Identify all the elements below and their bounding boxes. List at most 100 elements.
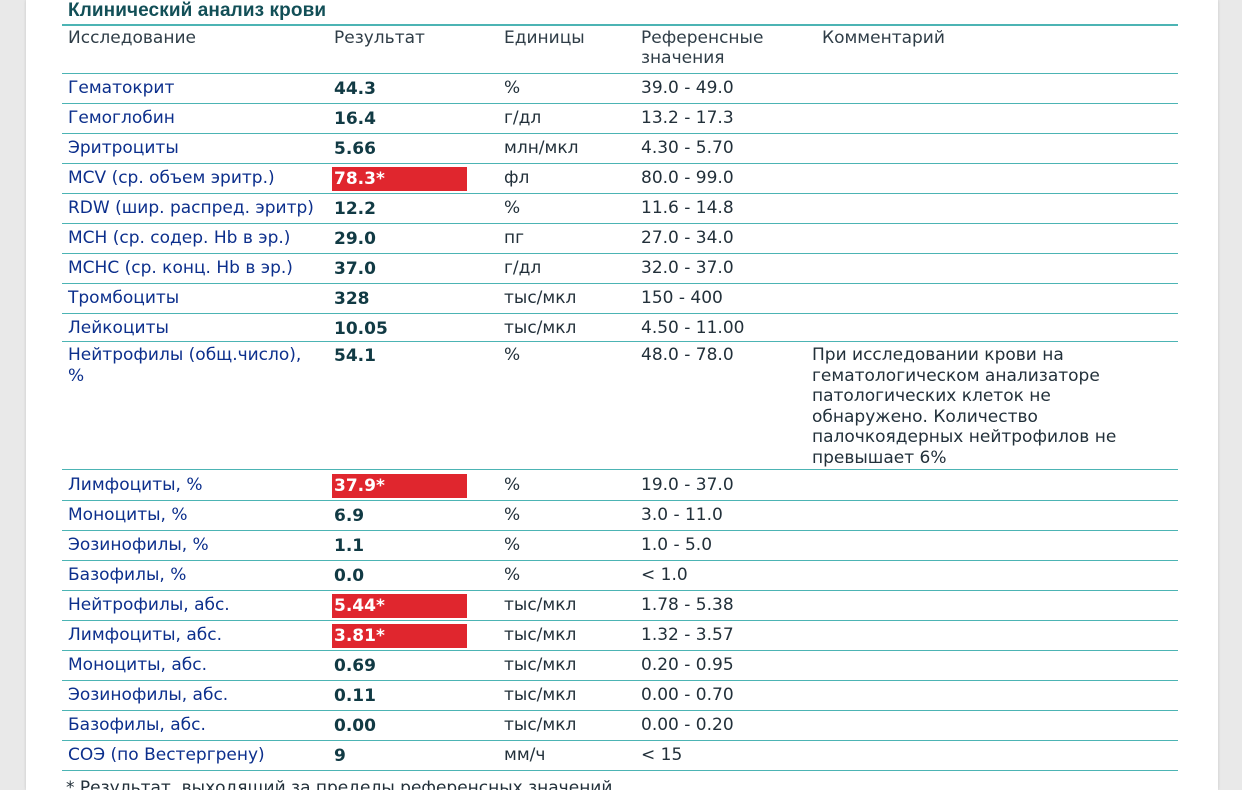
result-value: 0.0	[334, 566, 365, 586]
header-comment: Комментарий	[822, 28, 945, 48]
result-value: 54.1	[334, 346, 376, 366]
result-value: 5.66	[334, 139, 376, 159]
units: тыс/мкл	[504, 625, 577, 645]
row-divider	[62, 283, 1178, 284]
reference-range: 1.32 - 3.57	[641, 625, 734, 645]
result-value: 10.05	[334, 319, 388, 339]
row-divider	[62, 133, 1178, 134]
result-value: 12.2	[334, 199, 376, 219]
units: %	[504, 475, 521, 495]
units: %	[504, 198, 521, 218]
result-value: 0.00	[334, 716, 376, 736]
result-value: 1.1	[334, 536, 365, 556]
test-name: MCV (ср. объем эритр.)	[68, 168, 275, 188]
test-name: Нейтрофилы (общ.число),	[68, 345, 302, 365]
out-of-range-highlight	[332, 594, 467, 618]
test-name: Эозинофилы, абс.	[68, 685, 229, 705]
units: %	[504, 565, 521, 585]
result-value: 5.44*	[334, 596, 385, 616]
result-value: 9	[334, 746, 346, 766]
test-name: Моноциты, %	[68, 505, 188, 525]
units: фл	[504, 168, 530, 188]
test-name: Эозинофилы, %	[68, 535, 209, 555]
reference-range: 1.0 - 5.0	[641, 535, 713, 555]
row-divider	[62, 341, 1178, 342]
units: %	[504, 535, 521, 555]
row-divider	[62, 740, 1178, 741]
test-name: Лейкоциты	[68, 318, 169, 338]
out-of-range-highlight	[332, 474, 467, 498]
reference-range: 4.50 - 11.00	[641, 318, 745, 338]
test-name: СОЭ (по Вестергрену)	[68, 745, 265, 765]
out-of-range-highlight	[332, 167, 467, 191]
row-divider	[62, 710, 1178, 711]
units: тыс/мкл	[504, 318, 577, 338]
test-name: Лимфоциты, %	[68, 475, 203, 495]
reference-range: 0.00 - 0.70	[641, 685, 734, 705]
row-divider	[62, 193, 1178, 194]
row-divider	[62, 313, 1178, 314]
row-divider	[62, 650, 1178, 651]
test-name: Моноциты, абс.	[68, 655, 207, 675]
row-divider	[62, 590, 1178, 591]
test-name: Гематокрит	[68, 78, 175, 98]
units: г/дл	[504, 258, 542, 278]
reference-range: < 1.0	[641, 565, 688, 585]
row-divider	[62, 530, 1178, 531]
report-title: Клинический анализ крови	[68, 0, 327, 21]
reference-range: 32.0 - 37.0	[641, 258, 734, 278]
units: тыс/мкл	[504, 655, 577, 675]
test-name: MCHC (ср. конц. Hb в эр.)	[68, 258, 293, 278]
units: тыс/мкл	[504, 715, 577, 735]
header-reference-1: Референсные	[641, 28, 764, 48]
header-reference-2: значения	[641, 48, 725, 68]
test-name: Гемоглобин	[68, 108, 175, 128]
result-value: 78.3*	[334, 169, 385, 189]
reference-range: 80.0 - 99.0	[641, 168, 734, 188]
comment-line: обнаружено. Количество	[812, 406, 1038, 427]
reference-range: 0.20 - 0.95	[641, 655, 734, 675]
units: пг	[504, 228, 525, 248]
units: %	[504, 78, 521, 98]
row-divider	[62, 680, 1178, 681]
units: тыс/мкл	[504, 288, 577, 308]
row-divider	[62, 73, 1178, 74]
test-name-cont: %	[68, 366, 85, 386]
result-value: 0.11	[334, 686, 376, 706]
test-name: Лимфоциты, абс.	[68, 625, 222, 645]
reference-range: 150 - 400	[641, 288, 723, 308]
result-value: 44.3	[334, 79, 376, 99]
reference-range: 3.0 - 11.0	[641, 505, 723, 525]
units: мм/ч	[504, 745, 546, 765]
units: г/дл	[504, 108, 542, 128]
result-value: 328	[334, 289, 370, 309]
result-value: 3.81*	[334, 626, 385, 646]
reference-range: < 15	[641, 745, 683, 765]
row-divider	[62, 560, 1178, 561]
comment-line: палочкоядерных нейтрофилов не	[812, 427, 1117, 447]
result-value: 16.4	[334, 109, 376, 129]
reference-range: 0.00 - 0.20	[641, 715, 734, 735]
test-name: Нейтрофилы, абс.	[68, 595, 230, 615]
reference-range: 39.0 - 49.0	[641, 78, 734, 98]
test-name: RDW (шир. распред. эритр)	[68, 198, 314, 218]
row-divider	[62, 163, 1178, 164]
units: %	[504, 345, 521, 365]
result-value: 0.69	[334, 656, 376, 676]
header-test: Исследование	[68, 28, 196, 48]
row-divider	[62, 620, 1178, 621]
test-name: Базофилы, абс.	[68, 715, 206, 735]
reference-range: 19.0 - 37.0	[641, 475, 734, 495]
reference-range: 13.2 - 17.3	[641, 108, 734, 128]
result-value: 37.9*	[334, 476, 385, 496]
reference-range: 1.78 - 5.38	[641, 595, 734, 615]
row-divider	[62, 469, 1178, 470]
test-name: Эритроциты	[68, 138, 179, 158]
row-divider	[62, 253, 1178, 254]
result-value: 29.0	[334, 229, 376, 249]
comment-line: гематологическом анализаторе	[812, 365, 1100, 386]
test-name: Базофилы, %	[68, 565, 187, 585]
footnote: * Результат, выходящий за пределы рефере…	[66, 778, 613, 790]
row-divider	[62, 770, 1178, 771]
result-value: 6.9	[334, 506, 365, 526]
